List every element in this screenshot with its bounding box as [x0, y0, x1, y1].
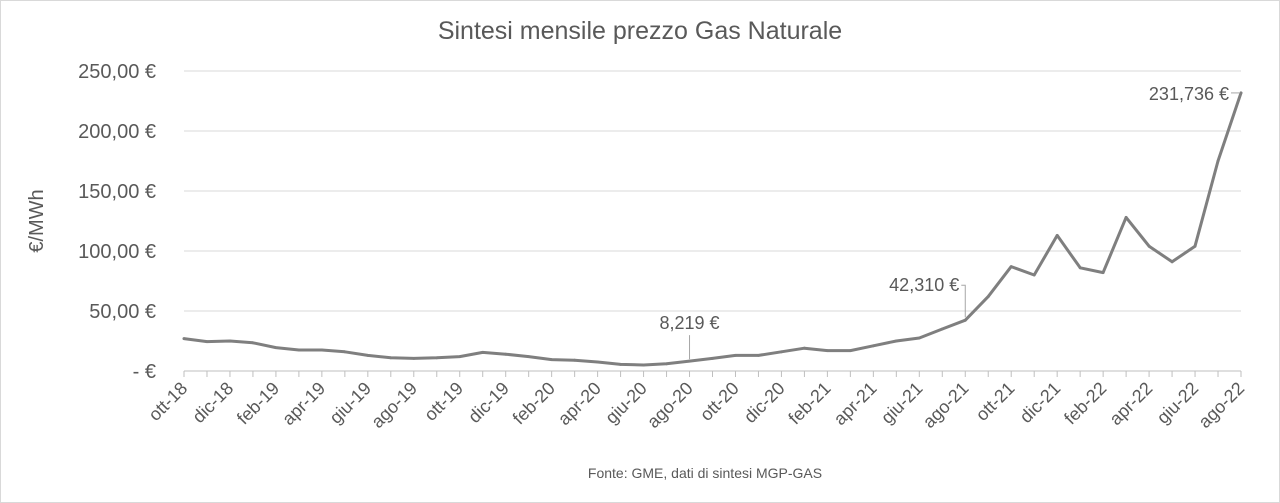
data-point [894, 339, 898, 343]
data-point [320, 348, 324, 352]
data-point [757, 354, 760, 357]
x-tick-label: ago-20 [643, 378, 697, 432]
x-tick-label: giu-19 [326, 378, 376, 428]
data-point [596, 360, 600, 364]
x-tick-label: ago-22 [1194, 378, 1248, 432]
x-tick-label: ago-21 [919, 378, 973, 432]
data-point [665, 362, 668, 366]
y-tick-label: 200,00 € [78, 121, 156, 143]
x-tick-label: giu-20 [601, 378, 651, 428]
chart-title: Sintesi mensile prezzo Gas Naturale [438, 17, 842, 45]
data-point [550, 358, 554, 361]
data-point [274, 346, 278, 349]
data-point [205, 340, 209, 343]
data-point [642, 363, 645, 367]
x-tick-label: apr-20 [554, 378, 605, 429]
data-point [1101, 271, 1105, 274]
data-point [825, 349, 829, 352]
series-layer [182, 91, 1243, 367]
data-point [688, 359, 691, 363]
data-point [1216, 159, 1220, 163]
data-point [940, 327, 944, 331]
data-point [711, 357, 714, 360]
data-label: 8,219 € [659, 313, 719, 333]
annotations: 8,219 € 42,310 € 231,736 € [659, 84, 1239, 360]
x-tick-label: feb-21 [784, 378, 834, 428]
x-tick-label: apr-19 [278, 378, 329, 429]
y-tick-label: 150,00 € [78, 181, 156, 203]
x-tick-label: dic-18 [188, 378, 237, 427]
chart-source: Fonte: GME, dati di sintesi MGP-GAS [588, 465, 822, 481]
data-point [504, 352, 508, 356]
x-tick-label: ott-20 [696, 378, 743, 425]
x-tick-label: feb-22 [1060, 378, 1110, 428]
data-point [435, 356, 439, 360]
data-point [228, 339, 232, 343]
x-tick-label: ott-18 [145, 378, 192, 425]
data-label: 231,736 € [1149, 84, 1229, 104]
y-tick-label: 100,00 € [78, 241, 156, 263]
data-point [619, 363, 622, 366]
data-point [1147, 244, 1151, 248]
data-label: 42,310 € [889, 275, 959, 295]
data-point [1124, 216, 1128, 219]
y-tick-label: 250,00 € [78, 61, 156, 83]
x-tick-label: giu-22 [1153, 378, 1203, 428]
x-tick-label: feb-19 [233, 378, 283, 428]
data-point [1078, 266, 1082, 270]
y-tick-label: - € [133, 361, 156, 383]
data-point [573, 358, 577, 362]
x-tick-label: ott-21 [972, 378, 1019, 425]
gridlines [184, 70, 1241, 372]
data-point [389, 356, 393, 360]
data-point [366, 354, 370, 357]
x-tick-label: apr-22 [1105, 378, 1156, 429]
x-tick-label: ago-19 [367, 378, 421, 432]
data-point [527, 355, 531, 358]
x-tick-label: feb-20 [509, 378, 559, 428]
data-point [1032, 273, 1036, 277]
y-tick-labels: - € 50,00 € 100,00 € 150,00 € 200,00 € 250,00… [78, 61, 156, 383]
data-point [917, 336, 921, 340]
data-point [1009, 265, 1013, 268]
data-point [986, 295, 990, 298]
data-point [412, 357, 416, 360]
data-point [1055, 234, 1059, 237]
x-tick-label: dic-21 [1016, 378, 1065, 427]
data-point [780, 350, 783, 354]
data-point [343, 350, 347, 354]
data-point [734, 354, 737, 357]
data-point [1170, 260, 1174, 264]
data-point [481, 351, 485, 354]
annotation-leader [961, 284, 966, 318]
data-point [1193, 244, 1197, 248]
x-tick-label: ott-19 [420, 378, 467, 425]
data-point [848, 349, 852, 352]
x-tick-label: giu-21 [877, 378, 927, 428]
y-tick-label: 50,00 € [89, 301, 156, 323]
data-point [871, 344, 875, 348]
data-point [1239, 91, 1243, 95]
data-point [963, 318, 967, 322]
data-point [803, 346, 806, 350]
data-point [182, 337, 186, 340]
x-tick-label: dic-20 [740, 378, 789, 427]
data-point [458, 355, 462, 358]
x-tick-label: dic-19 [464, 378, 513, 427]
y-axis-label: €/MWh [26, 189, 48, 252]
x-tick-label: apr-21 [830, 378, 881, 429]
data-point [297, 348, 301, 352]
data-point [251, 341, 255, 345]
